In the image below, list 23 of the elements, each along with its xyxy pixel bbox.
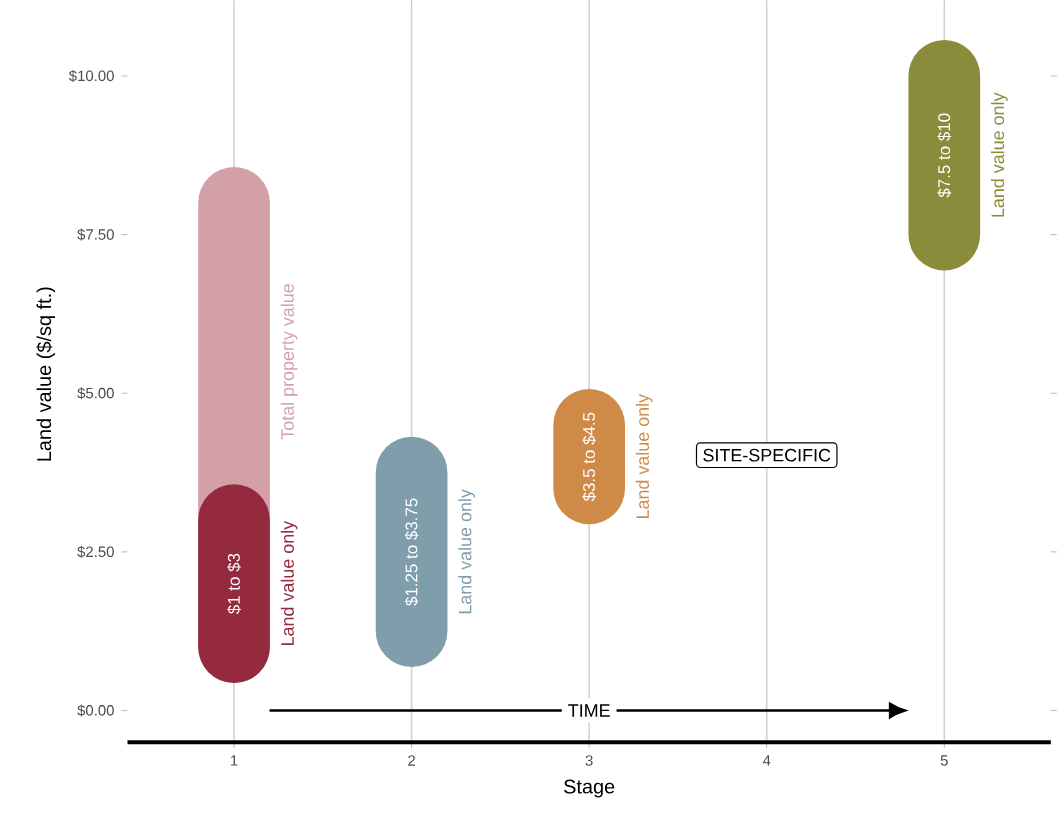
annotation: $3.5 to $4.5 bbox=[582, 412, 597, 502]
x-axis-title: Stage bbox=[564, 779, 615, 798]
x-tick-label: 3 bbox=[585, 755, 593, 766]
text: Land value only bbox=[635, 393, 653, 519]
x-tick-label: 2 bbox=[408, 755, 415, 766]
annotation: SITE-SPECIFIC bbox=[703, 448, 831, 462]
x-tick-label: 1 bbox=[231, 755, 238, 766]
x-tick-label: 4 bbox=[762, 755, 771, 766]
y-tick-label: $5.00 bbox=[77, 387, 114, 400]
text: Land value only bbox=[280, 520, 298, 645]
annotation: $1.25 to $3.75 bbox=[404, 498, 419, 606]
x-tick-label: 5 bbox=[940, 755, 948, 766]
text: Land value only bbox=[990, 92, 1008, 217]
annotation: TIME bbox=[568, 704, 610, 717]
annotation: $1 to $3 bbox=[227, 553, 241, 615]
text: Total property value bbox=[280, 284, 298, 440]
y-tick-label: $2.50 bbox=[77, 545, 114, 558]
y-axis-title: Land value ($/sq ft.) bbox=[36, 287, 56, 461]
y-tick-label: $0.00 bbox=[77, 704, 114, 717]
y-tick-label: $10.00 bbox=[68, 69, 114, 83]
text: Land value only bbox=[458, 489, 475, 614]
y-tick-label: $7.50 bbox=[77, 228, 114, 241]
annotation: $7.5 to $10 bbox=[937, 113, 952, 198]
